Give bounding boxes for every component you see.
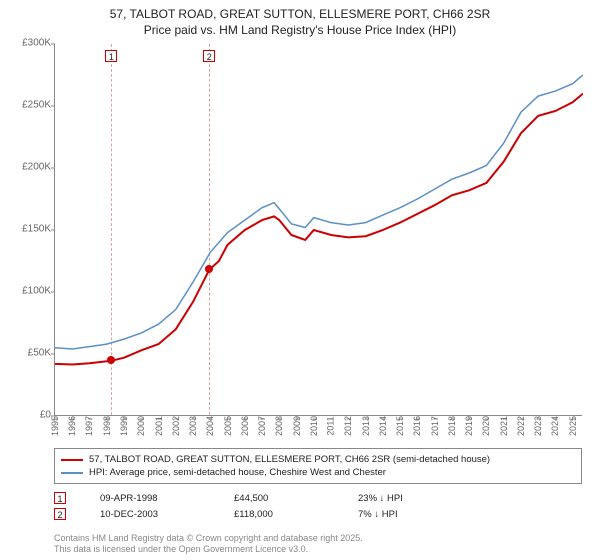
title-line-2: Price paid vs. HM Land Registry's House …: [4, 22, 596, 38]
y-tick: £150K: [7, 224, 51, 235]
legend-series-box: 57, TALBOT ROAD, GREAT SUTTON, ELLESMERE…: [54, 448, 582, 484]
footer-line-1: Contains HM Land Registry data © Crown c…: [54, 533, 363, 545]
sale-row-price: £44,500: [234, 493, 324, 504]
legend-swatch: [61, 472, 83, 474]
legend: 57, TALBOT ROAD, GREAT SUTTON, ELLESMERE…: [54, 448, 582, 522]
footer-line-2: This data is licensed under the Open Gov…: [54, 544, 363, 556]
y-tick: £250K: [7, 100, 51, 111]
sale-row-delta: 7% ↓ HPI: [358, 509, 398, 520]
sale-row: 2 10-DEC-2003 £118,000 7% ↓ HPI: [54, 506, 582, 522]
legend-label: HPI: Average price, semi-detached house,…: [89, 467, 386, 478]
legend-row: HPI: Average price, semi-detached house,…: [61, 466, 575, 479]
sale-row: 1 09-APR-1998 £44,500 23% ↓ HPI: [54, 490, 582, 506]
legend-sales: 1 09-APR-1998 £44,500 23% ↓ HPI 2 10-DEC-2003…: [54, 490, 582, 522]
chart-title: 57, TALBOT ROAD, GREAT SUTTON, ELLESMERE…: [0, 0, 600, 38]
y-tick: £300K: [7, 38, 51, 49]
series-line: [55, 75, 583, 349]
y-tick: £100K: [7, 286, 51, 297]
sale-row-index: 2: [54, 508, 66, 520]
legend-label: 57, TALBOT ROAD, GREAT SUTTON, ELLESMERE…: [89, 454, 490, 465]
title-line-1: 57, TALBOT ROAD, GREAT SUTTON, ELLESMERE…: [4, 6, 596, 22]
legend-swatch: [61, 459, 83, 461]
sale-row-date: 10-DEC-2003: [100, 509, 200, 520]
series-line: [55, 94, 583, 365]
attribution-footer: Contains HM Land Registry data © Crown c…: [54, 533, 363, 556]
sale-row-index: 1: [54, 492, 66, 504]
sale-row-date: 09-APR-1998: [100, 493, 200, 504]
y-tick: £50K: [7, 348, 51, 359]
y-tick: £0: [7, 410, 51, 421]
legend-row: 57, TALBOT ROAD, GREAT SUTTON, ELLESMERE…: [61, 453, 575, 466]
x-tick: 2025: [559, 421, 587, 431]
chart-plot-area: £0£50K£100K£150K£200K£250K£300K 19951996…: [54, 44, 582, 416]
line-series: [55, 44, 583, 416]
sale-row-price: £118,000: [234, 509, 324, 520]
y-tick: £200K: [7, 162, 51, 173]
sale-row-delta: 23% ↓ HPI: [358, 493, 403, 504]
